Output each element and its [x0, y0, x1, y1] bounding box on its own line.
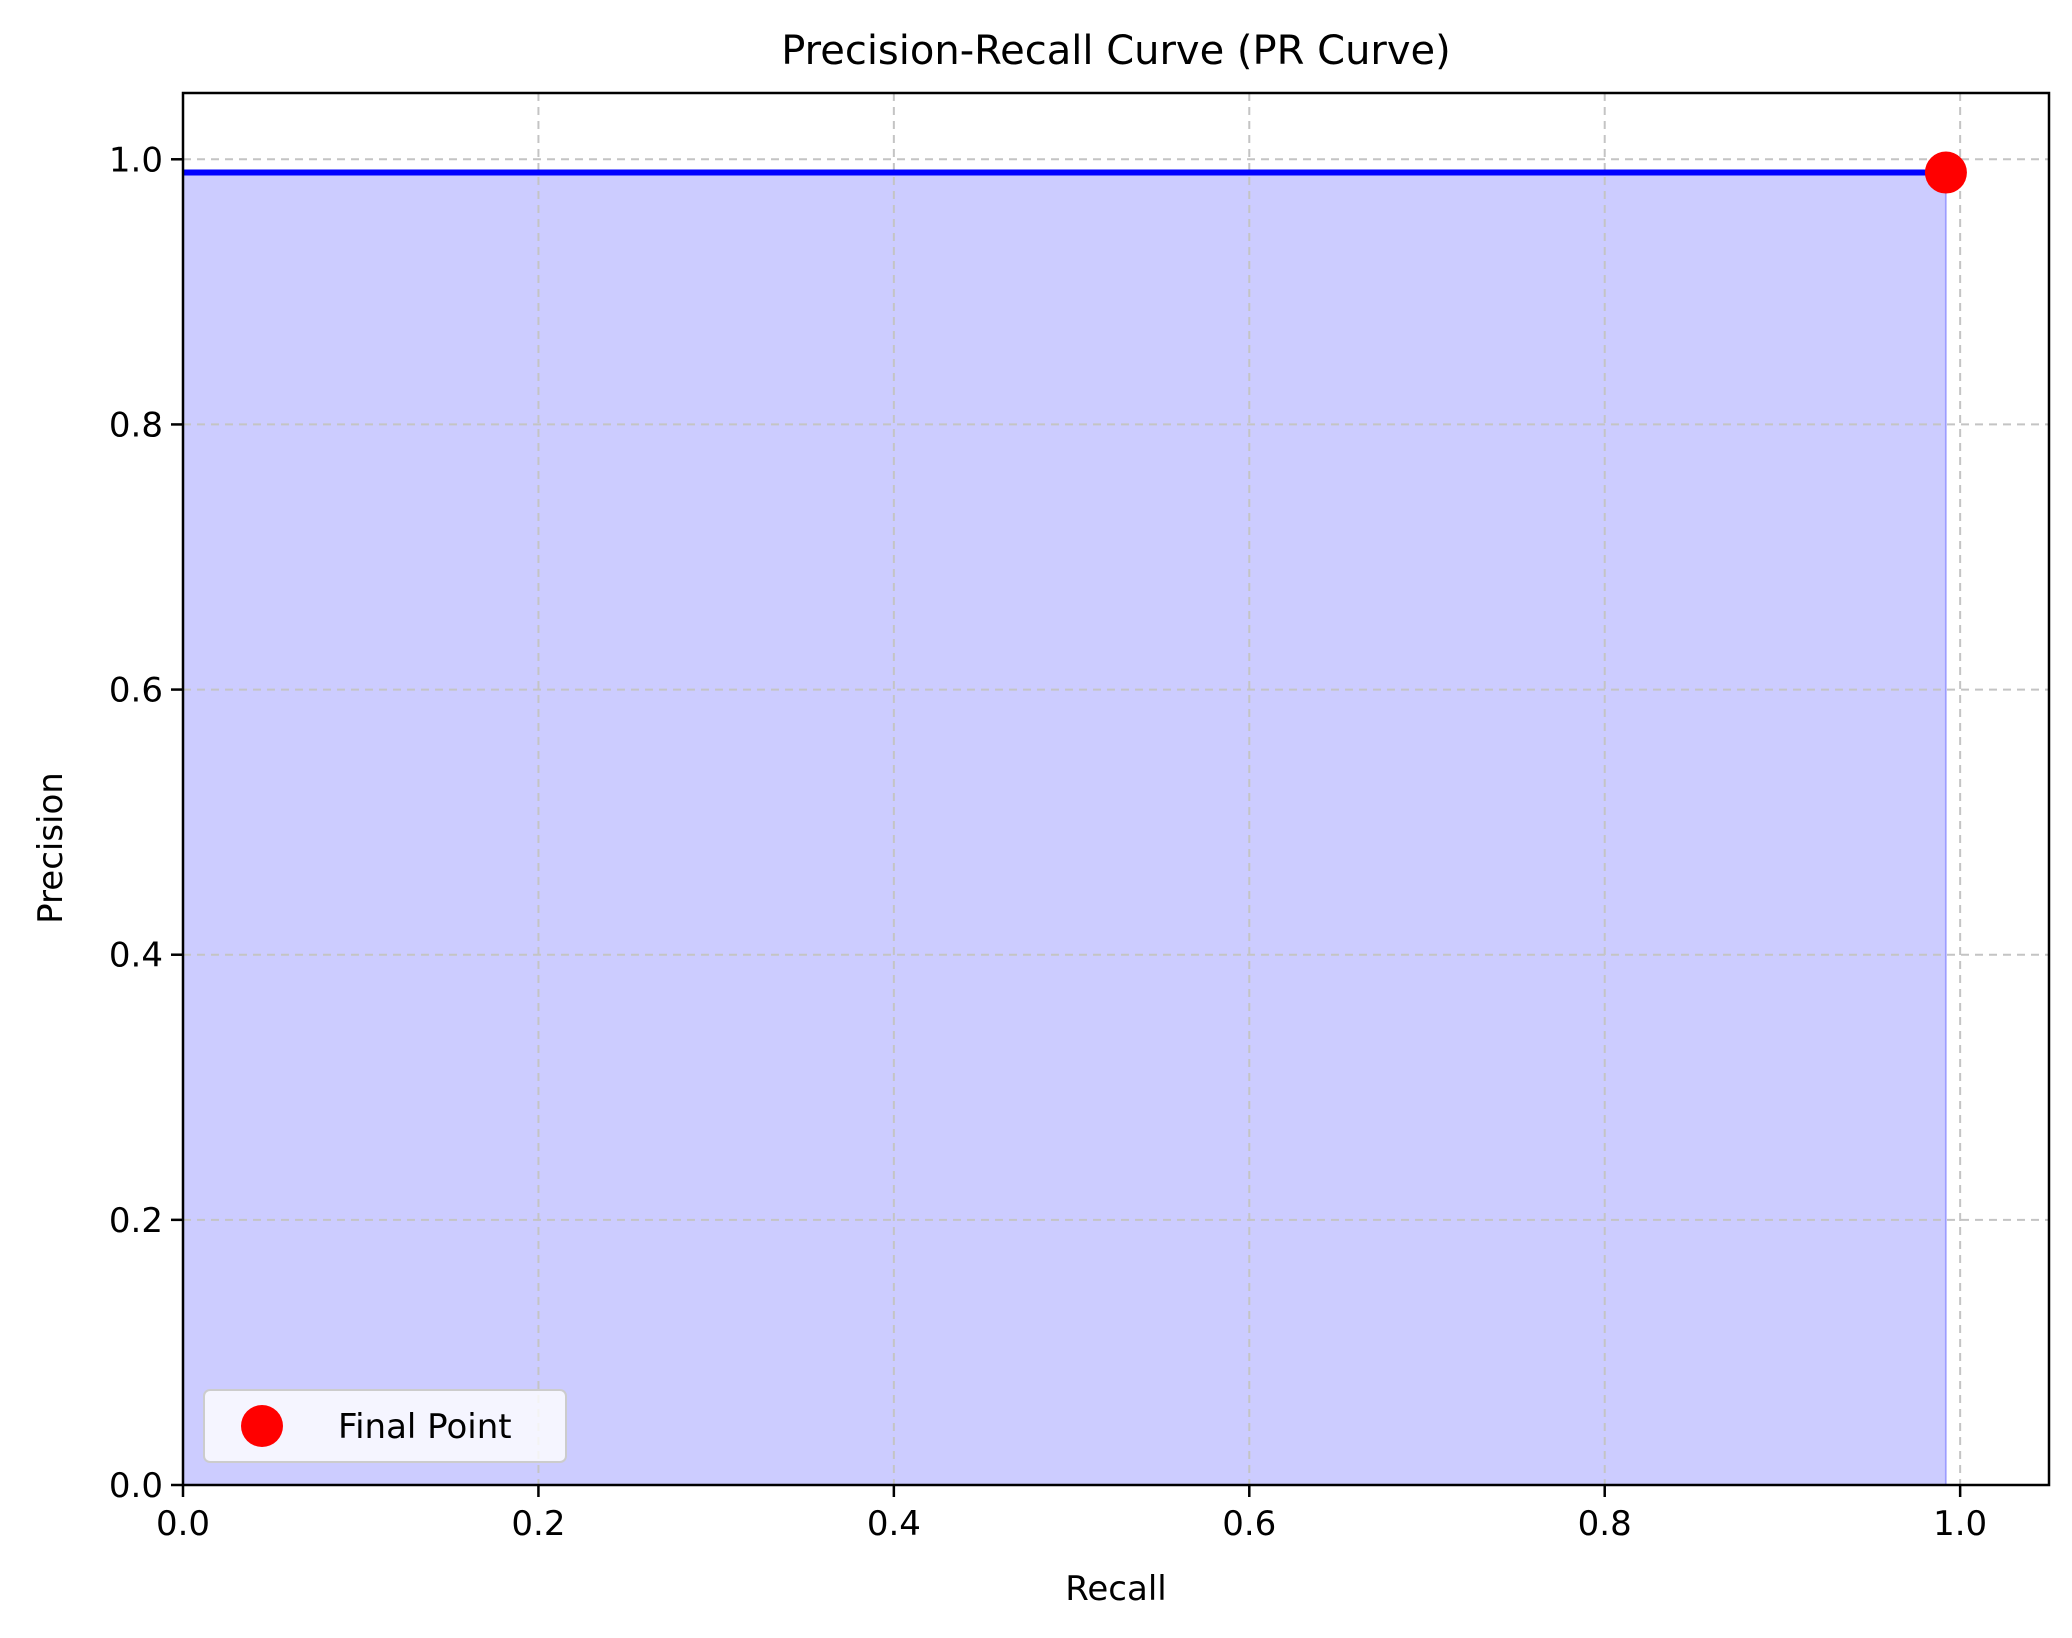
y-axis-label: Precision — [31, 772, 71, 924]
legend-marker-final-point — [241, 1405, 283, 1447]
x-tick-label-2: 0.4 — [867, 1504, 921, 1544]
x-tick-label-1: 0.2 — [511, 1504, 565, 1544]
legend-label-final-point: Final Point — [338, 1407, 512, 1447]
area-fill-layer — [183, 172, 1947, 1486]
tick-layer: 0.0 0.2 0.4 0.6 0.8 1.0 0.0 0.2 0.4 0.6 0.8 1.0 — [109, 140, 1987, 1544]
plot-frame — [181, 91, 2051, 1487]
y-tick-label-1: 0.2 — [109, 1201, 163, 1241]
y-tick-label-0: 0.0 — [109, 1466, 163, 1506]
legend-box — [203, 1389, 567, 1463]
y-tick-label-2: 0.4 — [109, 936, 163, 976]
x-tick-label-0: 0.0 — [156, 1504, 210, 1544]
area-fill — [183, 172, 1946, 1486]
legend: Final Point — [203, 1389, 567, 1463]
y-tick-label-3: 0.6 — [109, 671, 163, 711]
x-tick-label-4: 0.8 — [1578, 1504, 1632, 1544]
y-tick-label-5: 1.0 — [109, 140, 163, 180]
x-tick-label-3: 0.6 — [1222, 1504, 1276, 1544]
chart-title: Precision-Recall Curve (PR Curve) — [781, 28, 1451, 74]
marker-layer — [1924, 151, 1967, 194]
x-tick-label-5: 1.0 — [1933, 1504, 1987, 1544]
final-point-marker — [1924, 151, 1967, 194]
x-axis-label: Recall — [1065, 1569, 1166, 1609]
y-tick-label-4: 0.8 — [109, 405, 163, 445]
